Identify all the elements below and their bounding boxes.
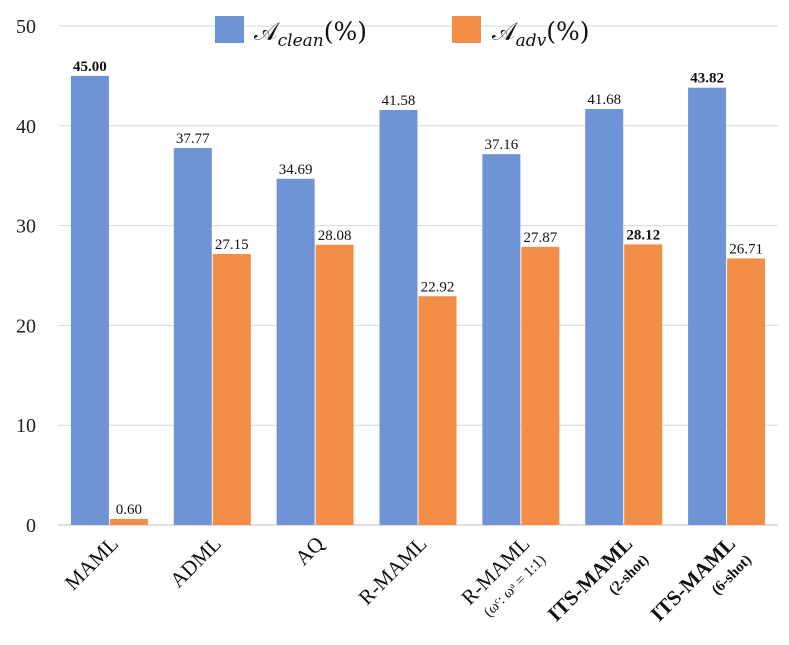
data-label-adv: 27.15: [215, 237, 249, 253]
bar-clean: [173, 148, 212, 525]
category-name: ADML: [165, 532, 226, 593]
x-axis-categories: MAML ADML AQ R-MAML R-MAML(ωᶜ: ωᵃ = 1:1)ITS-…: [60, 532, 755, 627]
data-label-adv: 26.71: [729, 241, 763, 257]
bar-clean: [688, 87, 727, 526]
y-axis-ticks: 0 10 20 30 40 50: [16, 16, 36, 537]
bar-adv: [109, 519, 148, 525]
gridlines: [58, 25, 778, 526]
legend-swatch-adv: [452, 16, 481, 43]
data-label-clean: 45.00: [73, 59, 107, 75]
legend-swatch-clean: [215, 16, 244, 43]
bar-adv: [212, 254, 251, 525]
category-name: R-MAML: [354, 532, 432, 610]
legend: 𝒜clean(%) 𝒜adv(%): [215, 16, 590, 51]
bar-clean: [482, 154, 521, 526]
y-tick-label: 40: [16, 116, 36, 138]
data-label-adv: 22.92: [421, 279, 455, 295]
y-tick-label: 10: [16, 415, 36, 437]
category-label: R-MAML(ωᶜ: ωᵃ = 1:1): [456, 532, 549, 621]
bar-adv: [521, 246, 560, 525]
bar-clean: [276, 178, 315, 525]
category-label: MAML: [60, 532, 123, 595]
data-label-clean: 43.82: [690, 71, 724, 87]
legend-label-adv: 𝒜adv(%): [492, 17, 590, 51]
data-label-adv: 28.08: [318, 228, 352, 244]
bar-adv: [727, 258, 766, 525]
category-label: ADML: [165, 532, 226, 593]
bar-adv: [315, 244, 354, 525]
data-label-adv: 0.60: [116, 502, 142, 518]
category-label: AQ: [290, 532, 328, 570]
y-tick-label: 50: [16, 16, 36, 38]
y-tick-label: 20: [16, 315, 36, 337]
data-labels: 45.00 0.60 37.77 27.15 34.69 28.08 41.58 22.92 3…: [73, 59, 763, 518]
bar-clean: [585, 109, 624, 525]
legend-label-clean: 𝒜clean(%): [254, 17, 367, 51]
category-label: R-MAML: [354, 532, 432, 610]
bar-clean: [70, 75, 109, 526]
data-label-clean: 34.69: [279, 162, 313, 178]
data-label-clean: 41.68: [587, 92, 621, 108]
data-label-clean: 41.58: [382, 93, 416, 109]
category-name: MAML: [60, 532, 123, 595]
data-label-clean: 37.16: [484, 137, 518, 153]
bar-clean: [379, 110, 418, 525]
category-label: ITS-MAML(2-shot): [543, 532, 652, 627]
data-label-clean: 37.77: [176, 131, 210, 147]
bar-adv: [624, 244, 663, 525]
y-tick-label: 30: [16, 216, 36, 238]
y-tick-label: 0: [26, 515, 36, 537]
bars: [70, 75, 766, 526]
data-label-adv: 27.87: [523, 230, 557, 246]
category-name: AQ: [290, 532, 328, 570]
category-label: ITS-MAML(6-shot): [646, 532, 755, 627]
bar-adv: [418, 296, 457, 525]
data-label-adv: 28.12: [626, 227, 660, 243]
